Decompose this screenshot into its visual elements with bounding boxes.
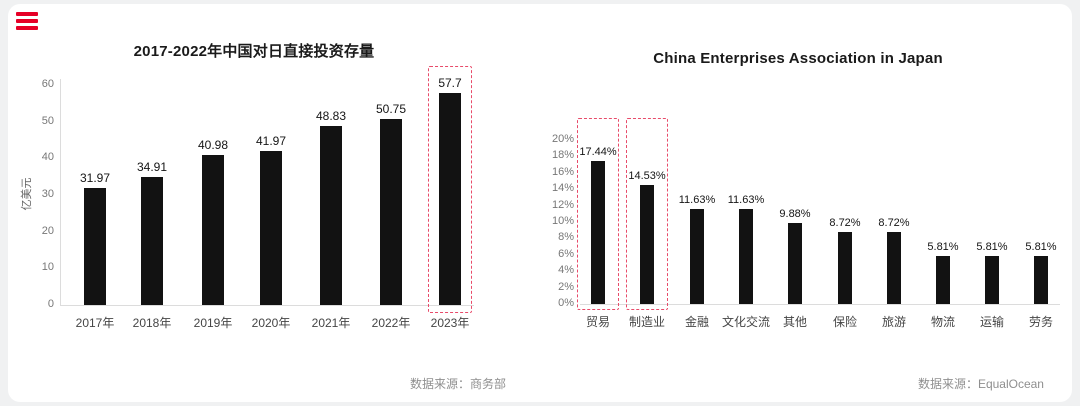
y-axis-line: [60, 79, 61, 305]
data-source-left: 数据来源：商务部: [409, 377, 506, 391]
chart-china-investment-stock: 2017-2022年中国对日直接投资存量 0 10 20 30 40 50 60 亿美元 31.9…: [8, 4, 1072, 402]
x-category-label: 2017年: [75, 316, 115, 330]
bar: [887, 232, 901, 304]
x-category-label: 2019年: [193, 316, 233, 330]
panel-card: 2017-2022年中国对日直接投资存量 0 10 20 30 40 50 60 亿美元 31.9…: [8, 4, 1072, 402]
bar-value-label: 34.91: [136, 159, 168, 174]
bar: [1034, 256, 1048, 304]
x-axis-line: [60, 305, 474, 306]
bar: [380, 118, 402, 305]
x-category-label: 制造业: [628, 315, 665, 329]
bar: [141, 176, 163, 305]
logo-stripe: [16, 26, 38, 30]
bar: [320, 125, 342, 305]
x-category-label: 劳务: [1028, 315, 1053, 329]
y-tick-label: 30: [41, 188, 54, 200]
y-tick-label: 10%: [551, 215, 574, 227]
bar: [591, 160, 605, 304]
highlight-box: [428, 66, 472, 313]
bar-value-label: 5.81%: [1025, 241, 1057, 254]
highlight-box: [626, 118, 668, 310]
x-category-label: 保险: [832, 315, 857, 329]
brand-logo-icon: [16, 12, 38, 30]
bar-value-label: 14.53%: [628, 169, 666, 182]
y-tick-label: 0: [47, 298, 54, 310]
y-tick-label: 10: [41, 261, 54, 274]
bar-value-label: 8.72%: [878, 217, 910, 230]
bar-value-label: 48.83: [315, 108, 347, 123]
bar: [439, 93, 461, 305]
bar-value-label: 9.88%: [779, 207, 811, 220]
bar-value-label: 41.97: [255, 134, 287, 149]
bar-value-label: 11.63%: [727, 193, 765, 206]
bar: [838, 232, 852, 304]
chart-enterprises-association: China Enterprises Association in Japan 0%…: [8, 4, 1072, 402]
bar: [202, 154, 224, 305]
bar: [739, 208, 753, 304]
y-tick-label: 8%: [558, 231, 574, 244]
bar-value-label: 40.98: [197, 137, 229, 152]
chart-title: China Enterprises Association in Japan: [653, 50, 943, 67]
bar-value-label: 57.7: [438, 76, 462, 91]
bar-value-label: 5.81%: [976, 241, 1008, 254]
highlight-box: [577, 118, 619, 310]
x-category-label: 其他: [782, 315, 807, 329]
y-tick-label: 40: [41, 151, 54, 164]
x-category-label: 物流: [930, 315, 955, 329]
bar: [690, 208, 704, 304]
bar: [788, 222, 802, 304]
bar-value-label: 5.81%: [927, 241, 959, 254]
bar: [640, 184, 654, 304]
bar-value-label: 50.75: [375, 101, 407, 116]
bar: [936, 256, 950, 304]
y-tick-label: 16%: [551, 165, 574, 178]
y-tick-label: 14%: [551, 182, 574, 195]
x-category-label: 金融: [684, 315, 709, 329]
chart-title: 2017-2022年中国对日直接投资存量: [133, 43, 375, 60]
x-category-label: 2020年: [251, 316, 291, 330]
bar-value-label: 31.97: [79, 170, 111, 185]
x-category-label: 2023年: [430, 316, 470, 330]
y-tick-label: 4%: [558, 264, 574, 277]
y-tick-label: 50: [41, 114, 54, 127]
bar-value-label: 17.44%: [579, 145, 617, 158]
y-tick-label: 12%: [551, 198, 574, 211]
x-axis-line: [580, 304, 1060, 305]
bar-value-label: 8.72%: [829, 217, 861, 230]
x-category-label: 贸易: [585, 315, 610, 329]
y-tick-label: 20%: [551, 133, 574, 145]
x-category-label: 旅游: [881, 315, 906, 329]
y-tick-label: 18%: [551, 149, 574, 162]
x-category-label: 运输: [979, 315, 1004, 329]
y-tick-label: 60: [41, 78, 54, 90]
data-source-right: 数据来源：EqualOcean: [917, 377, 1044, 391]
y-tick-label: 6%: [558, 247, 574, 260]
x-category-label: 2021年: [311, 316, 351, 330]
bar: [260, 151, 282, 305]
y-tick-label: 0%: [558, 297, 574, 309]
bar: [84, 187, 106, 305]
y-tick-label: 20: [41, 224, 54, 237]
y-tick-label: 2%: [558, 280, 574, 293]
x-category-label: 2022年: [371, 316, 411, 330]
logo-stripe: [16, 19, 38, 23]
logo-stripe: [16, 12, 38, 16]
x-category-label: 2018年: [132, 316, 172, 330]
bar-value-label: 11.63%: [678, 193, 716, 206]
bar: [985, 256, 999, 304]
x-category-label: 文化交流: [721, 315, 770, 329]
